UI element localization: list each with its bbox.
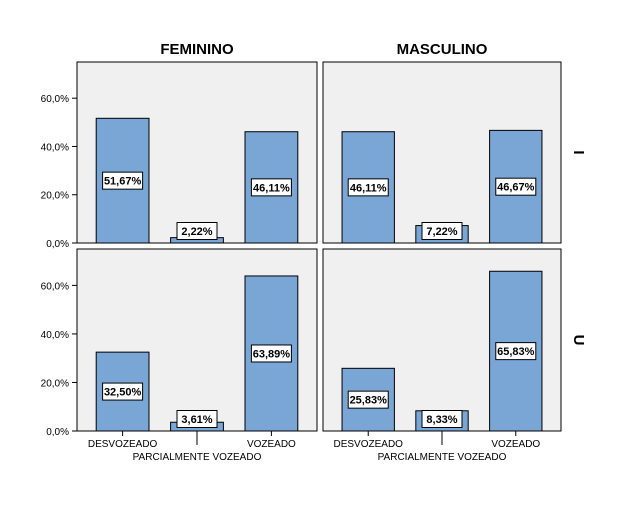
- data-label-box: [102, 382, 144, 401]
- data-label-box: [176, 222, 218, 240]
- x-tick-label: DESVOZEADO: [333, 439, 403, 450]
- data-label: 51,67%: [104, 176, 142, 188]
- x-tick-label: PARCIALMENTE VOZEADO: [378, 452, 507, 463]
- x-tick-label: VOZEADO: [247, 439, 296, 450]
- data-label-box: [102, 171, 144, 190]
- data-label-box: [250, 178, 292, 197]
- y-tick-label: 0,0%: [46, 427, 69, 438]
- y-tick-label: 20,0%: [41, 191, 69, 202]
- x-tick-label: VOZEADO: [491, 439, 540, 450]
- data-label: 2,22%: [181, 226, 212, 238]
- data-label-box: [347, 390, 389, 409]
- data-label-box: [421, 222, 463, 240]
- y-tick-label: 60,0%: [41, 94, 69, 105]
- row-header-u: U: [570, 335, 587, 346]
- y-tick-label: 40,0%: [41, 330, 69, 341]
- y-tick-label: 0,0%: [46, 239, 69, 250]
- data-label: 46,11%: [350, 182, 387, 194]
- data-label: 3,61%: [181, 414, 212, 426]
- y-tick-label: 20,0%: [41, 378, 69, 389]
- data-label-box: [421, 410, 463, 428]
- data-label: 65,83%: [497, 346, 535, 358]
- data-label: 32,50%: [104, 387, 142, 399]
- data-label-box: [495, 342, 537, 361]
- x-tick-label: DESVOZEADO: [88, 439, 158, 450]
- column-header-feminino: FEMININO: [160, 41, 234, 58]
- data-label: 8,33%: [426, 414, 457, 426]
- data-label: 25,83%: [350, 395, 388, 407]
- data-label-box: [495, 177, 537, 196]
- data-label: 46,67%: [497, 182, 535, 194]
- column-header-masculino: MASCULINO: [397, 41, 488, 58]
- x-tick-label: PARCIALMENTE VOZEADO: [133, 452, 262, 463]
- data-label-box: [250, 344, 292, 363]
- data-label: 7,22%: [426, 226, 457, 238]
- data-label: 63,89%: [253, 348, 291, 360]
- data-label: 46,11%: [253, 182, 290, 194]
- y-tick-label: 40,0%: [41, 142, 69, 153]
- y-tick-label: 60,0%: [41, 281, 69, 292]
- data-label-box: [347, 178, 389, 197]
- row-header-i: I: [570, 150, 587, 154]
- data-label-box: [176, 410, 218, 428]
